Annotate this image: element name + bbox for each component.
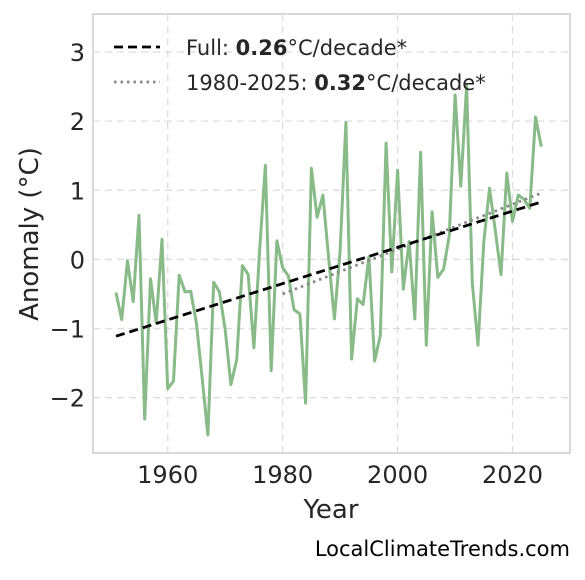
x-tick-label-1960: 1960 — [137, 461, 198, 489]
series-line-full — [115, 200, 542, 338]
y-tick-labels: −2 −1 0 1 2 3 — [50, 39, 85, 413]
legend-entry-1: 1980-2025: 0.32°C/decade* — [186, 71, 486, 95]
series-layer — [114, 84, 543, 437]
y-tick-label--1: −1 — [50, 316, 85, 344]
y-tick-label-3: 3 — [70, 39, 85, 67]
x-axis-label: Year — [302, 495, 358, 525]
x-tick-label-2020: 2020 — [482, 461, 543, 489]
series-line-anomaly — [114, 84, 543, 437]
y-tick-label-1: 1 — [70, 177, 85, 205]
y-tick-label-2: 2 — [70, 108, 85, 136]
y-tick-label-0: 0 — [70, 246, 85, 274]
legend-entry-0: Full: 0.26°C/decade* — [186, 36, 407, 60]
legend: Full: 0.26°C/decade* 1980-2025: 0.32°C/de… — [114, 36, 486, 95]
x-tick-label-2000: 2000 — [367, 461, 428, 489]
y-tick-label--2: −2 — [50, 385, 85, 413]
x-tick-labels: 1960 1980 2000 2020 — [137, 461, 543, 489]
x-tick-label-1980: 1980 — [252, 461, 313, 489]
watermark-text: LocalClimateTrends.com — [314, 537, 570, 561]
y-axis-label: Anomaly (°C) — [15, 147, 45, 321]
